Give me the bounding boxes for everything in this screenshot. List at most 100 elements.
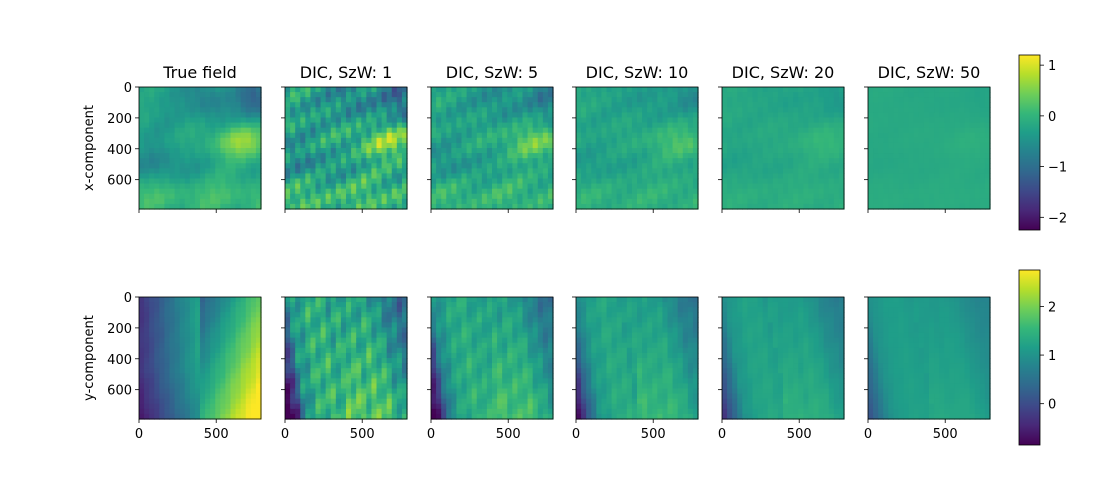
heatmap-cell — [502, 183, 508, 190]
heatmap-cell — [944, 142, 950, 149]
heatmap-cell — [898, 178, 905, 185]
heatmap-cell — [315, 117, 322, 124]
heatmap-cell — [677, 203, 684, 210]
heatmap-cell — [657, 92, 664, 98]
heatmap-cell — [325, 347, 332, 354]
heatmap-cell — [290, 337, 296, 344]
heatmap-cell — [220, 198, 227, 205]
heatmap-cell — [210, 307, 216, 313]
heatmap-cell — [918, 198, 925, 205]
heatmap-cell — [537, 102, 544, 108]
heatmap-cell — [325, 193, 332, 200]
heatmap-cell — [356, 163, 362, 169]
heatmap-cell — [517, 173, 524, 180]
heatmap-cell — [532, 317, 539, 324]
heatmap-cell — [295, 188, 301, 195]
heatmap-cell — [220, 178, 227, 185]
heatmap-cell — [813, 153, 820, 159]
heatmap-cell — [225, 358, 232, 364]
heatmap-cell — [502, 312, 508, 318]
heatmap-cell — [340, 183, 347, 190]
heatmap-cell — [215, 107, 221, 114]
heatmap-cell — [310, 163, 317, 169]
heatmap-cell — [220, 188, 227, 195]
heatmap-cell — [883, 158, 889, 164]
heatmap-cell — [346, 352, 352, 359]
heatmap-cell — [225, 188, 232, 195]
heatmap-cell — [944, 198, 950, 205]
heatmap-cell — [788, 142, 794, 149]
heatmap-cell — [340, 178, 347, 185]
heatmap-cell — [446, 302, 452, 308]
heatmap-cell — [481, 142, 488, 149]
heatmap-cell — [692, 137, 699, 144]
heatmap-cell — [169, 317, 176, 324]
heatmap-cell — [502, 148, 508, 154]
heatmap-cell — [325, 87, 332, 93]
heatmap-cell — [210, 163, 216, 169]
heatmap-cell — [366, 198, 373, 205]
heatmap-cell — [386, 403, 393, 410]
heatmap-cell — [672, 122, 679, 129]
heatmap-cell — [692, 178, 699, 185]
heatmap-cell — [507, 203, 513, 210]
heatmap-cell — [189, 153, 196, 159]
heatmap-cell — [969, 148, 976, 154]
heatmap-cell — [682, 107, 689, 114]
heatmap-cell — [642, 87, 648, 93]
heatmap-cell — [466, 87, 473, 93]
heatmap-cell — [320, 92, 327, 98]
heatmap-cell — [647, 173, 653, 180]
heatmap-cell — [330, 388, 337, 395]
heatmap-cell — [502, 107, 508, 114]
heatmap-cell — [616, 148, 623, 154]
heatmap-cell — [250, 383, 257, 390]
heatmap-cell — [451, 317, 458, 324]
heatmap-cell — [833, 137, 840, 144]
heatmap-cell — [386, 327, 393, 334]
heatmap-cell — [356, 153, 362, 159]
heatmap-cell — [682, 142, 689, 149]
heatmap-cell — [159, 137, 166, 144]
heatmap-cell — [747, 203, 754, 210]
heatmap-cell — [250, 173, 257, 180]
heatmap-cell — [647, 142, 653, 149]
heatmap-cell — [486, 102, 493, 108]
heatmap-cell — [522, 347, 529, 354]
heatmap-cell — [667, 178, 674, 185]
heatmap-cell — [828, 148, 835, 154]
heatmap-cell — [838, 117, 845, 124]
heatmap-cell — [471, 117, 478, 124]
heatmap-cell — [586, 87, 592, 93]
heatmap-cell — [677, 173, 684, 180]
heatmap-cell — [657, 153, 664, 159]
heatmap-cell — [205, 373, 211, 379]
heatmap-cell — [522, 117, 529, 124]
heatmap-cell — [823, 168, 830, 175]
heatmap-cell — [351, 322, 357, 329]
heatmap-cell — [381, 132, 388, 139]
heatmap-cell — [486, 183, 493, 190]
heatmap-cell — [315, 158, 322, 164]
heatmap-cell — [838, 168, 845, 175]
heatmap-cell — [431, 332, 437, 339]
heatmap-cell — [376, 163, 383, 169]
heatmap-cell — [631, 193, 638, 200]
heatmap-cell — [818, 168, 825, 175]
heatmap-cell — [652, 188, 658, 195]
heatmap-cell — [285, 178, 291, 185]
heatmap-cell — [391, 122, 398, 129]
heatmap-cell — [591, 203, 597, 210]
heatmap-cell — [647, 117, 653, 124]
heatmap-cell — [642, 198, 648, 205]
heatmap-cell — [220, 102, 227, 108]
heatmap-cell — [522, 107, 529, 114]
heatmap-cell — [532, 312, 539, 318]
heatmap-cell — [833, 198, 840, 205]
heatmap-cell — [974, 183, 981, 190]
heatmap-cell — [767, 137, 774, 144]
heatmap-cell — [330, 142, 337, 149]
heatmap-cell — [436, 297, 442, 303]
heatmap-cell — [898, 127, 905, 134]
heatmap-cell — [873, 148, 879, 154]
